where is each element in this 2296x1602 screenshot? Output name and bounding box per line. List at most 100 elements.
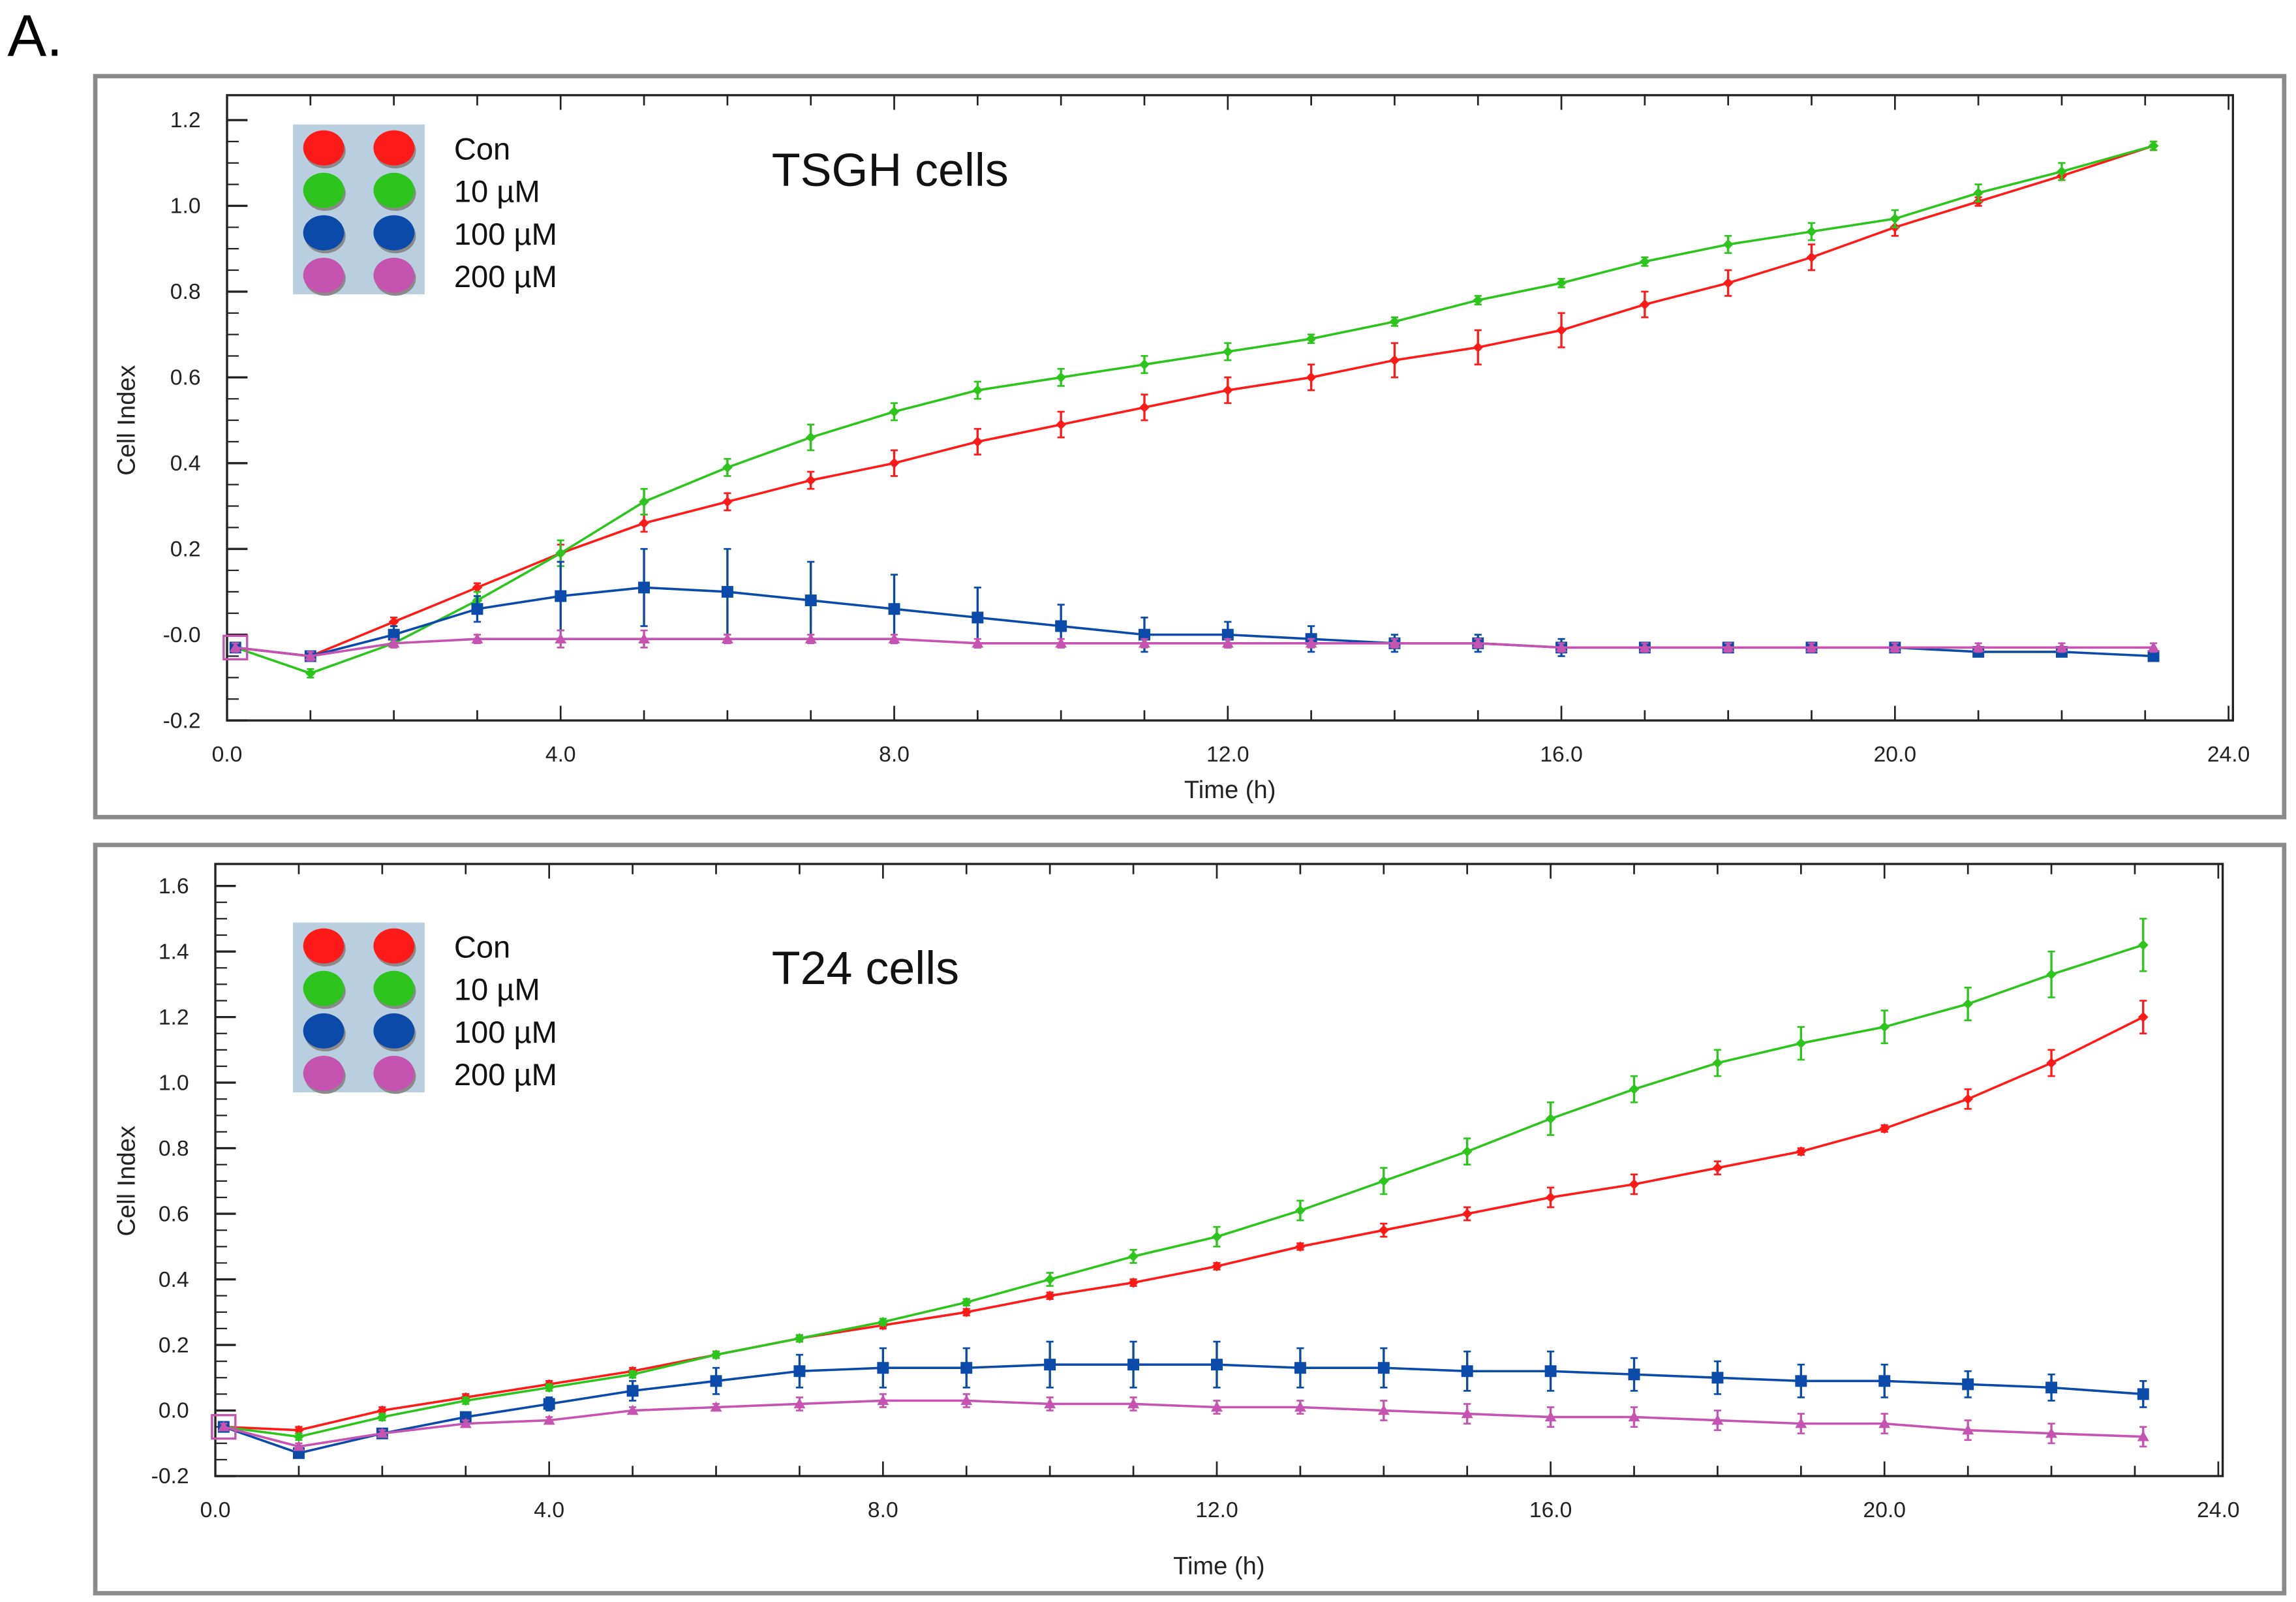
data-point: [722, 462, 733, 473]
data-point: [229, 641, 241, 653]
data-point: [1722, 641, 1734, 653]
data-point: [1805, 641, 1818, 653]
x-tick-label: 20.0: [1863, 1498, 1906, 1522]
data-point: [626, 1404, 639, 1415]
data-point: [1139, 637, 1150, 648]
data-point: [1128, 1277, 1139, 1288]
data-point: [793, 1398, 806, 1409]
data-point: [1556, 325, 1567, 335]
y-tick-label: 1.4: [159, 940, 189, 964]
y-tick-label: -0.2: [151, 1464, 189, 1488]
chart-t24: -0.2 0.0 0.2 0.4 0.6 0.8 1.0 1.2 1.4 1.6 0.0 4.0 8.0…: [93, 842, 2287, 1595]
data-point: [721, 585, 733, 598]
data-point: [804, 633, 817, 643]
legend-label: Con: [454, 930, 510, 964]
data-point: [1711, 1414, 1724, 1425]
data-point: [626, 1385, 639, 1397]
x-tick-label: 0.0: [200, 1498, 231, 1522]
series-line: [235, 638, 2154, 658]
legend-swatch: [373, 970, 415, 1006]
data-point: [1544, 1411, 1557, 1422]
y-tick-label: 0.6: [170, 366, 201, 390]
data-point: [889, 407, 900, 417]
data-point: [639, 517, 649, 529]
panel-frame: [93, 842, 2287, 1595]
data-point: [1711, 1372, 1724, 1384]
data-point: [388, 628, 400, 641]
data-point: [1628, 1368, 1640, 1381]
data-point: [888, 633, 900, 643]
legend-swatch: [373, 130, 415, 166]
data-point: [1044, 1398, 1056, 1409]
plot-area: [226, 94, 2235, 722]
series-200m: [217, 1393, 2149, 1451]
y-tick-label: 0.8: [170, 280, 201, 304]
data-point: [793, 1365, 806, 1378]
data-point: [1879, 1123, 1890, 1134]
data-point: [805, 475, 816, 485]
x-tick-label: 0.0: [212, 743, 243, 767]
start-marker: [222, 634, 249, 660]
data-point: [377, 1405, 388, 1416]
x-tick-label: 16.0: [1529, 1498, 1572, 1522]
data-point: [1055, 620, 1067, 632]
data-point: [1473, 295, 1484, 305]
data-point: [1377, 1404, 1390, 1415]
data-point: [1044, 1359, 1056, 1371]
data-point: [710, 1401, 722, 1412]
data-point: [805, 432, 816, 443]
data-point: [1128, 1251, 1139, 1262]
data-point: [1962, 1424, 1974, 1435]
data-point: [2137, 940, 2149, 950]
data-point: [1127, 1359, 1140, 1371]
chart-title: T24 cells: [772, 942, 959, 994]
x-tick-label: 12.0: [1206, 743, 1249, 767]
data-point: [972, 385, 983, 395]
data-point: [889, 457, 900, 469]
y-tick-label: 0.4: [170, 452, 201, 476]
data-point: [960, 1394, 973, 1406]
data-point: [388, 637, 400, 648]
y-tick-label: 0.6: [159, 1202, 189, 1226]
y-axis-label: Cell Index: [113, 365, 141, 476]
chart-tsgh: -0.2 -0.0 0.2 0.4 0.6 0.8 1.0 1.2 0.0 4.0 8.0 12.0 1…: [93, 74, 2287, 820]
data-point: [2147, 641, 2160, 653]
legend-swatch: [303, 215, 344, 251]
data-point: [555, 590, 567, 602]
data-point: [1389, 316, 1400, 327]
y-tick-label: 1.0: [159, 1071, 189, 1095]
series-line: [235, 144, 2154, 675]
data-point: [543, 1398, 555, 1410]
data-point: [555, 547, 566, 559]
data-point: [1556, 277, 1567, 288]
x-tick-label: 20.0: [1874, 743, 1917, 767]
legend-label: 200 µM: [454, 1057, 557, 1092]
data-point: [377, 1411, 388, 1423]
data-point: [2137, 1388, 2149, 1400]
data-point: [877, 1362, 889, 1374]
chart-title: TSGH cells: [772, 144, 1009, 196]
data-point: [1806, 226, 1817, 237]
data-point: [1221, 628, 1234, 641]
data-point: [1963, 998, 1974, 1009]
data-point: [1889, 641, 1901, 653]
series-line: [223, 944, 2144, 1438]
data-point: [888, 603, 900, 615]
data-point: [961, 1306, 972, 1317]
data-point: [1461, 1365, 1473, 1378]
data-point: [471, 633, 483, 643]
data-point: [1544, 1365, 1557, 1378]
series-100m: [217, 1340, 2149, 1459]
legend-swatch: [303, 130, 344, 166]
data-point: [1127, 1398, 1140, 1409]
data-point: [1555, 641, 1568, 653]
data-point: [388, 617, 399, 627]
x-tick-label: 8.0: [868, 1498, 898, 1522]
data-point: [877, 1394, 889, 1406]
data-point: [1389, 355, 1400, 365]
x-tick-label: 4.0: [534, 1498, 564, 1522]
data-point: [1055, 637, 1067, 648]
data-point: [1305, 637, 1317, 648]
data-point: [1628, 1411, 1640, 1422]
data-point: [1139, 628, 1150, 641]
